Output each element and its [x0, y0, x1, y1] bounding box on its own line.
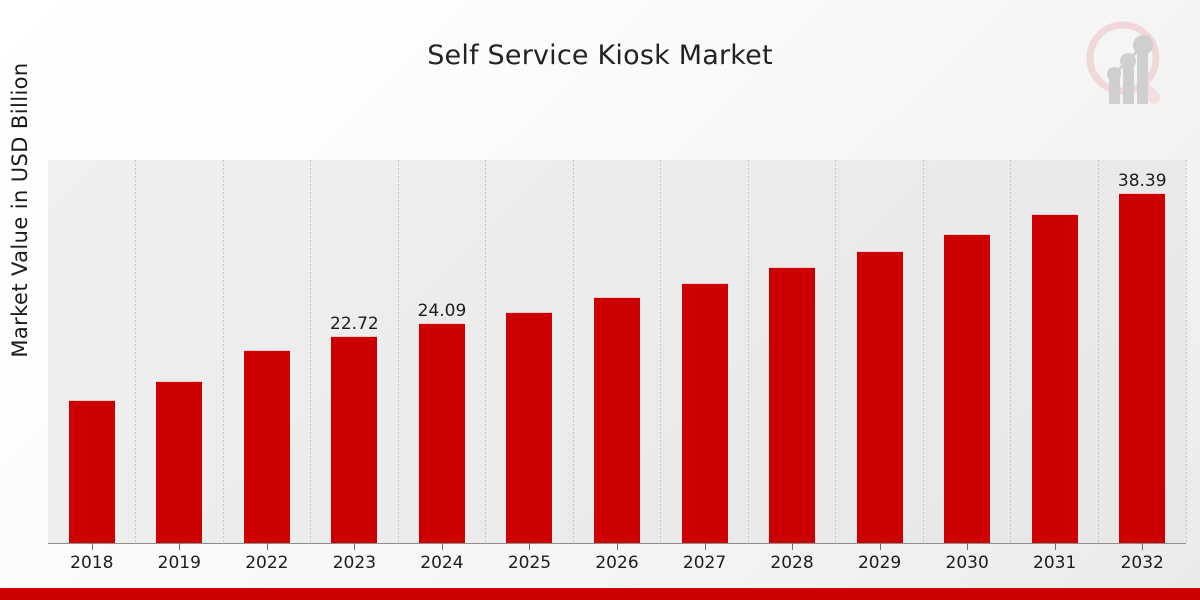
x-axis-tick: [792, 543, 794, 550]
bar-column[interactable]: [1031, 214, 1078, 543]
x-axis-tick-label: 2032: [1120, 553, 1164, 573]
gridline: [1185, 160, 1187, 543]
x-axis-tick-label: 2026: [595, 553, 639, 573]
bar-column[interactable]: [594, 297, 640, 543]
x-axis-tick: [91, 543, 93, 550]
y-axis-title: Market Value in USD Billion: [0, 0, 40, 420]
x-axis-tick: [1054, 543, 1056, 550]
bar-column[interactable]: [856, 251, 903, 543]
x-axis-tick-label: 2019: [157, 553, 201, 573]
x-axis-tick-label: 2029: [857, 553, 902, 573]
bar[interactable]: [506, 312, 553, 543]
bar[interactable]: [1031, 214, 1078, 543]
gridline: [1097, 160, 1099, 543]
gridline: [660, 160, 662, 543]
plot-area: 22.72 24.09 38.39: [48, 160, 1187, 543]
gridline: [135, 160, 137, 543]
bar[interactable]: [594, 297, 640, 543]
bar[interactable]: [944, 234, 991, 543]
x-axis-tick: [617, 543, 618, 550]
bar[interactable]: [681, 283, 728, 543]
bar[interactable]: [856, 251, 903, 543]
bar-column[interactable]: 24.09: [417, 301, 467, 543]
bar-value-label: 24.09: [417, 301, 467, 321]
x-axis-tick: [266, 543, 268, 550]
bar-column[interactable]: [681, 283, 728, 543]
x-axis-tick: [354, 543, 356, 550]
gridline: [222, 160, 224, 543]
gridline: [485, 160, 487, 543]
bar[interactable]: [418, 323, 465, 543]
bar-value-label: 22.72: [330, 314, 379, 334]
gridline: [747, 160, 749, 543]
x-axis-tick: [967, 543, 969, 550]
x-axis-tick: [179, 543, 181, 550]
gridline: [572, 160, 574, 543]
bar-column[interactable]: [243, 350, 290, 543]
page-title: Self Service Kiosk Market: [427, 40, 773, 71]
bar[interactable]: [156, 381, 203, 543]
bar[interactable]: [68, 400, 115, 543]
x-axis-tick: [704, 543, 706, 550]
x-axis-tick-label: 2028: [770, 553, 814, 573]
gridline: [922, 160, 924, 543]
bar[interactable]: [331, 336, 378, 543]
bar-column[interactable]: 22.72: [330, 314, 379, 543]
x-axis-tick-label: 2027: [682, 553, 727, 573]
x-axis-tick-label: 2022: [245, 553, 289, 573]
y-axis-label-text: Market Value in USD Billion: [8, 62, 32, 358]
x-axis-tick: [441, 543, 443, 550]
x-axis-tick-label: 2025: [507, 553, 552, 573]
x-axis-tick-label: 2031: [1033, 553, 1077, 573]
market-research-magnifier-bars-logo: [1068, 14, 1178, 114]
bar[interactable]: [1119, 193, 1166, 543]
bar-column[interactable]: [506, 312, 553, 543]
bar-column[interactable]: 38.39: [1117, 171, 1167, 543]
x-axis-tick-label: 2023: [332, 553, 377, 573]
gridline: [397, 160, 399, 543]
bar-column[interactable]: [156, 381, 203, 543]
bar[interactable]: [769, 267, 816, 543]
bar[interactable]: [243, 350, 290, 543]
x-axis-tick-label: 2030: [945, 553, 989, 573]
x-axis-tick: [879, 543, 881, 550]
x-axis-tick-label: 2024: [420, 553, 464, 573]
gridline: [310, 160, 312, 543]
bar-chart-icon: [1107, 35, 1153, 104]
bar-value-label: 38.39: [1117, 171, 1167, 191]
footer-accent-bar: [0, 588, 1200, 600]
x-axis-tick: [529, 543, 531, 550]
gridline: [1010, 160, 1012, 543]
bar-column[interactable]: [68, 400, 115, 543]
bar-column[interactable]: [944, 234, 991, 543]
x-axis-tick: [1142, 543, 1144, 550]
x-axis-tick-label: 2018: [70, 553, 114, 573]
bar-column[interactable]: [769, 267, 816, 543]
gridline: [835, 160, 837, 543]
